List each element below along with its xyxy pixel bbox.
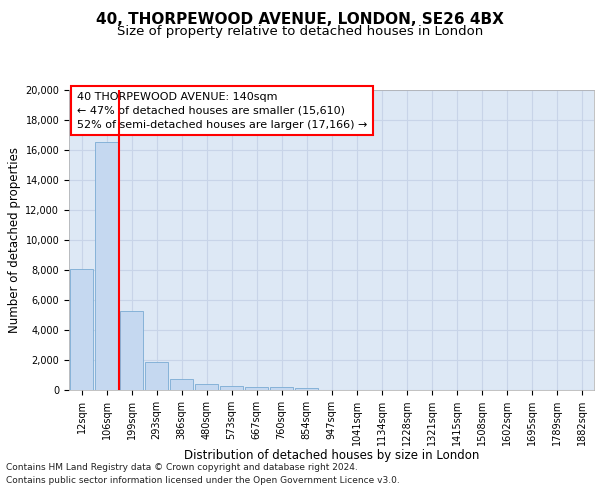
Text: 40, THORPEWOOD AVENUE, LONDON, SE26 4BX: 40, THORPEWOOD AVENUE, LONDON, SE26 4BX [96,12,504,28]
Bar [70,268,93,390]
Bar [295,388,318,390]
Text: Contains public sector information licensed under the Open Government Licence v3: Contains public sector information licen… [6,476,400,485]
Bar [120,310,143,390]
Bar [95,142,118,390]
Text: Contains HM Land Registry data © Crown copyright and database right 2024.: Contains HM Land Registry data © Crown c… [6,462,358,471]
Text: 40 THORPEWOOD AVENUE: 140sqm
← 47% of detached houses are smaller (15,610)
52% o: 40 THORPEWOOD AVENUE: 140sqm ← 47% of de… [77,92,367,130]
Text: Size of property relative to detached houses in London: Size of property relative to detached ho… [117,25,483,38]
Bar [145,362,168,390]
Bar [220,386,243,390]
Bar [195,384,218,390]
Bar [270,388,293,390]
X-axis label: Distribution of detached houses by size in London: Distribution of detached houses by size … [184,450,479,462]
Bar [245,387,268,390]
Bar [170,379,193,390]
Y-axis label: Number of detached properties: Number of detached properties [8,147,21,333]
